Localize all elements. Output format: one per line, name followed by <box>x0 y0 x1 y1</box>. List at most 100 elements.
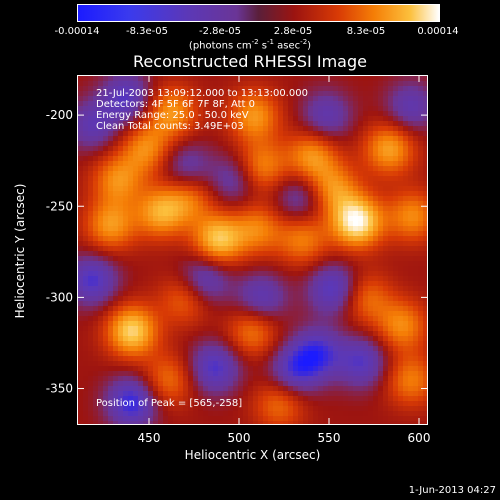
heatmap-cell <box>203 331 209 337</box>
heatmap-cell <box>123 241 129 247</box>
heatmap-cell <box>403 371 409 377</box>
heatmap-cell <box>208 421 214 424</box>
heatmap-cell <box>308 216 314 222</box>
heatmap-cell <box>408 96 414 102</box>
heatmap-cell <box>83 421 89 424</box>
heatmap-cell <box>198 396 204 402</box>
heatmap-cell <box>393 421 399 424</box>
heatmap-cell <box>298 411 304 417</box>
heatmap-cell <box>258 291 264 297</box>
heatmap-cell <box>133 276 139 282</box>
heatmap-cell <box>333 311 339 317</box>
heatmap-cell <box>203 371 209 377</box>
heatmap-cell <box>358 86 364 92</box>
heatmap-cell <box>228 201 234 207</box>
heatmap-cell <box>293 96 299 102</box>
heatmap-cell <box>293 166 299 172</box>
heatmap-cell <box>403 106 409 112</box>
heatmap-cell <box>128 301 134 307</box>
heatmap-cell <box>318 271 324 277</box>
heatmap-cell <box>103 376 109 382</box>
heatmap-cell <box>398 411 404 417</box>
heatmap-cell <box>218 196 224 202</box>
heatmap-cell <box>373 121 379 127</box>
heatmap-cell <box>303 296 309 302</box>
heatmap-cell <box>83 106 89 112</box>
heatmap-cell <box>113 186 119 192</box>
heatmap-cell <box>348 321 354 327</box>
heatmap-cell <box>148 126 154 132</box>
heatmap-cell <box>133 316 139 322</box>
heatmap-cell <box>398 376 404 382</box>
heatmap-cell <box>78 266 84 272</box>
heatmap-cell <box>228 131 234 137</box>
heatmap-cell <box>183 76 189 82</box>
heatmap-cell <box>93 386 99 392</box>
heatmap-cell <box>228 251 234 257</box>
heatmap-cell <box>193 166 199 172</box>
heatmap-cell <box>163 231 169 237</box>
heatmap-cell <box>108 386 114 392</box>
heatmap-cell <box>408 391 414 397</box>
heatmap-cell <box>218 141 224 147</box>
heatmap-cell <box>258 226 264 232</box>
heatmap-cell <box>123 166 129 172</box>
heatmap-cell <box>393 221 399 227</box>
heatmap-cell <box>328 341 334 347</box>
heatmap-cell <box>283 121 289 127</box>
heatmap-cell <box>283 316 289 322</box>
heatmap-cell <box>413 166 419 172</box>
heatmap-cell <box>178 306 184 312</box>
heatmap-cell <box>183 196 189 202</box>
heatmap-cell <box>183 191 189 197</box>
heatmap-cell <box>213 406 219 412</box>
heatmap-cell <box>228 356 234 362</box>
heatmap-cell <box>238 126 244 132</box>
heatmap-cell <box>408 381 414 387</box>
heatmap-cell <box>218 421 224 424</box>
heatmap-cell <box>223 366 229 372</box>
heatmap-cell <box>338 396 344 402</box>
heatmap-cell <box>368 176 374 182</box>
heatmap-cell <box>383 391 389 397</box>
heatmap-cell <box>303 246 309 252</box>
heatmap-cell <box>183 211 189 217</box>
heatmap-cell <box>178 96 184 102</box>
heatmap-cell <box>398 256 404 262</box>
heatmap-cell <box>203 76 209 82</box>
heatmap-cell <box>183 236 189 242</box>
heatmap-cell <box>113 301 119 307</box>
heatmap-cell <box>133 141 139 147</box>
heatmap-cell <box>78 336 84 342</box>
heatmap-cell <box>128 111 134 117</box>
heatmap-cell <box>173 341 179 347</box>
heatmap-cell <box>243 186 249 192</box>
heatmap-cell <box>178 166 184 172</box>
heatmap-cell <box>338 81 344 87</box>
heatmap-cell <box>218 206 224 212</box>
heatmap-cell <box>348 151 354 157</box>
heatmap-cell <box>348 356 354 362</box>
heatmap-cell <box>378 241 384 247</box>
heatmap-cell <box>298 171 304 177</box>
heatmap-cell <box>93 141 99 147</box>
heatmap-cell <box>173 126 179 132</box>
heatmap-cell <box>88 161 94 167</box>
heatmap-cell <box>373 366 379 372</box>
heatmap-cell <box>128 296 134 302</box>
heatmap-cell <box>138 126 144 132</box>
heatmap-cell <box>108 246 114 252</box>
heatmap-cell <box>108 371 114 377</box>
heatmap-cell <box>188 91 194 97</box>
heatmap-cell <box>293 376 299 382</box>
heatmap-cell <box>318 256 324 262</box>
heatmap-cell <box>163 351 169 357</box>
heatmap-cell <box>268 316 274 322</box>
heatmap-cell <box>83 341 89 347</box>
heatmap-cell <box>383 366 389 372</box>
heatmap-cell <box>383 251 389 257</box>
heatmap-cell <box>173 296 179 302</box>
heatmap-cell <box>283 281 289 287</box>
heatmap-cell <box>158 226 164 232</box>
heatmap-cell <box>313 146 319 152</box>
